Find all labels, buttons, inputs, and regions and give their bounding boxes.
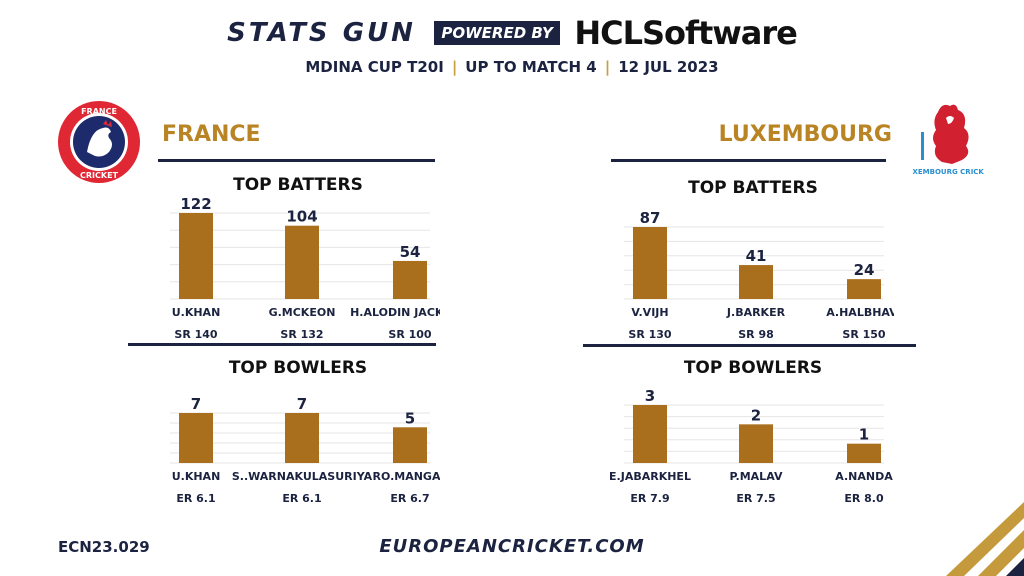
- decorative-stripes: [946, 502, 1024, 576]
- section-title-luxembourg-bowlers: TOP BOWLERS: [683, 358, 823, 378]
- bar: [739, 265, 773, 299]
- value-label: 104: [286, 208, 317, 226]
- chart-france-top-batters: 122 U.KHAN SR 140 104 G.MCKEON SR 132 54 H.ALOD…: [170, 196, 440, 341]
- divider: [583, 344, 916, 347]
- value-label: 41: [746, 247, 767, 265]
- team-name-france: FRANCE: [162, 122, 261, 147]
- sponsor-logo: HCLSoftware: [574, 14, 798, 52]
- brand-title: STATS GUN: [227, 18, 416, 48]
- chart-luxembourg-top-bowlers: 3 E.JABARKHEL ER 7.9 2 P.MALAV ER 7.5 1 A.NANDA…: [609, 387, 893, 505]
- footer-url[interactable]: EUROPEANCRICKET.COM: [379, 536, 645, 557]
- stat-sublabel: ER 6.1: [176, 492, 215, 505]
- bar: [633, 227, 667, 299]
- category-label: U.KHAN: [172, 306, 221, 319]
- logo-top-text: FRANCE: [81, 107, 117, 116]
- value-label: 3: [645, 387, 655, 405]
- bar: [633, 405, 667, 463]
- category-label: RO.MANGAL: [373, 470, 440, 483]
- stat-sublabel: ER 8.0: [844, 492, 884, 505]
- team-name-luxembourg: LUXEMBOURG: [718, 122, 892, 147]
- value-label: 122: [180, 196, 211, 213]
- footer-code: ECN23.029: [58, 538, 150, 556]
- bar: [179, 213, 213, 299]
- section-title-france-batters: TOP BATTERS: [233, 175, 363, 195]
- bar: [847, 443, 881, 463]
- divider: [611, 159, 886, 162]
- header-title: STATS GUN POWERED BY HCLSoftware: [0, 14, 1024, 52]
- category-label: S..WARNAKULASURIYA: [232, 470, 373, 483]
- scope-text: UP TO MATCH 4: [465, 58, 597, 76]
- value-label: 2: [751, 406, 761, 424]
- stat-sublabel: SR 132: [280, 328, 323, 341]
- stat-sublabel: ER 6.7: [390, 492, 429, 505]
- value-label: 1: [859, 426, 869, 444]
- bar: [393, 427, 427, 463]
- stat-sublabel: ER 7.5: [736, 492, 775, 505]
- stat-sublabel: ER 7.9: [630, 492, 669, 505]
- chart-france-top-bowlers: 7 U.KHAN ER 6.1 7 S..WARNAKULASURIYA ER 6.1 5 R…: [170, 395, 440, 505]
- value-label: 7: [297, 395, 307, 413]
- bar: [739, 424, 773, 463]
- value-label: 54: [400, 243, 421, 261]
- france-cricket-logo: FRANCE CRICKET: [57, 100, 141, 184]
- category-label: V.VIJH: [631, 306, 668, 319]
- separator: |: [604, 58, 611, 76]
- category-label: A.NANDA: [835, 470, 893, 483]
- luxembourg-cricket-logo: LUXEMBOURG CRICKET: [903, 98, 994, 188]
- section-title-france-bowlers: TOP BOWLERS: [228, 358, 368, 378]
- value-label: 87: [640, 209, 661, 227]
- category-label: P.MALAV: [730, 470, 783, 483]
- logo-bottom-text: CRICKET: [80, 171, 119, 180]
- bar: [847, 279, 881, 299]
- powered-by-badge: POWERED BY: [434, 21, 560, 45]
- section-title-luxembourg-batters: TOP BATTERS: [688, 178, 818, 198]
- chart-luxembourg-top-batters: 87 V.VIJH SR 130 41 J.BARKER SR 98 24 A.HALBHAV…: [624, 209, 894, 341]
- stat-sublabel: SR 140: [174, 328, 218, 341]
- separator: |: [451, 58, 458, 76]
- stat-sublabel: SR 150: [842, 328, 886, 341]
- value-label: 5: [405, 409, 415, 427]
- category-label: G.MCKEON: [269, 306, 336, 319]
- stat-sublabel: SR 100: [388, 328, 432, 341]
- stat-sublabel: SR 130: [628, 328, 672, 341]
- category-label: E.JABARKHEL: [609, 470, 691, 483]
- divider: [158, 159, 435, 162]
- date-text: 12 JUL 2023: [618, 58, 719, 76]
- bar: [179, 413, 213, 463]
- category-label: U.KHAN: [172, 470, 221, 483]
- category-label: H.ALODIN JACKSON: [350, 306, 440, 319]
- stat-sublabel: SR 98: [738, 328, 774, 341]
- divider: [128, 343, 436, 346]
- bar: [285, 413, 319, 463]
- value-label: 24: [854, 261, 875, 279]
- category-label: A.HALBHAVI: [826, 306, 894, 319]
- logo-caption: LUXEMBOURG CRICKET: [912, 168, 984, 176]
- value-label: 7: [191, 395, 201, 413]
- bar: [285, 225, 319, 299]
- event-name: MDINA CUP T20I: [305, 58, 444, 76]
- stat-sublabel: ER 6.1: [282, 492, 321, 505]
- subtitle: MDINA CUP T20I | UP TO MATCH 4 | 12 JUL 2023: [0, 58, 1024, 76]
- category-label: J.BARKER: [726, 306, 786, 319]
- bar: [393, 260, 427, 299]
